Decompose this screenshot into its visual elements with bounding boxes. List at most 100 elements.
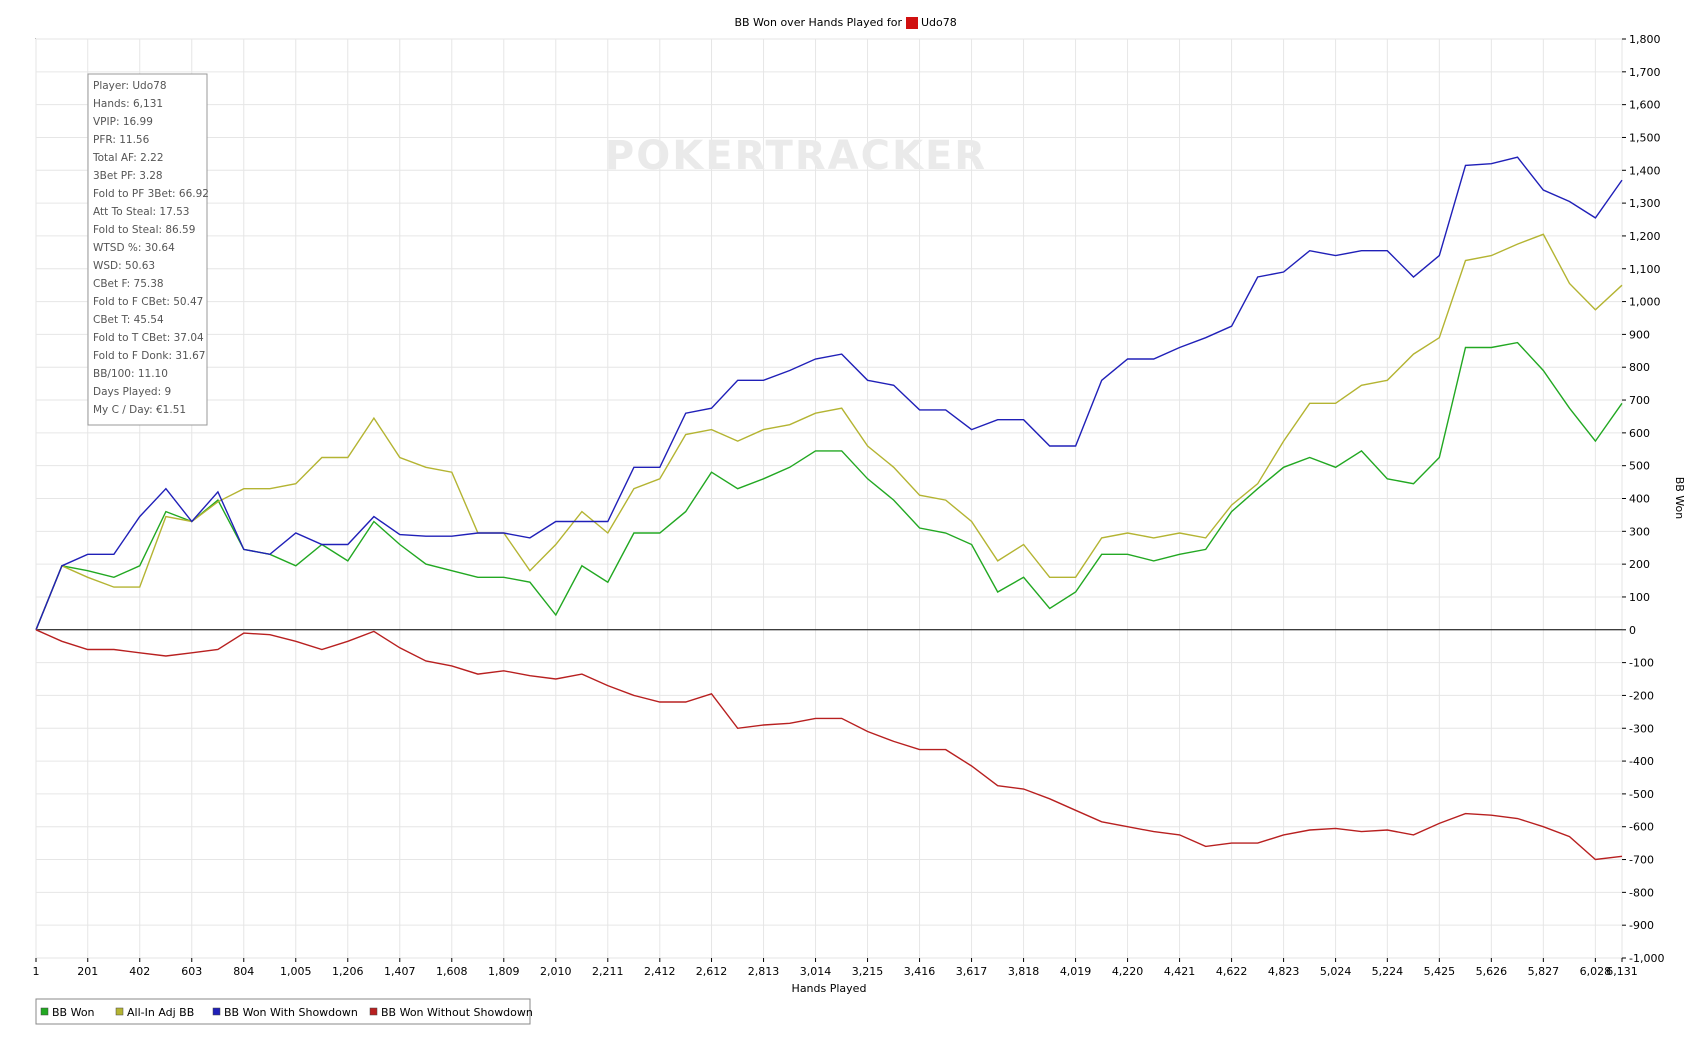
watermark: POKERTRACKER bbox=[605, 133, 987, 179]
y-tick-label: 1,600 bbox=[1629, 99, 1661, 112]
y-tick-label: 1,800 bbox=[1629, 33, 1661, 46]
x-tick-label: 4,220 bbox=[1112, 965, 1144, 978]
x-tick-label: 3,617 bbox=[956, 965, 988, 978]
stats-line: Fold to Steal: 86.59 bbox=[93, 224, 195, 236]
x-tick-label: 2,010 bbox=[540, 965, 572, 978]
x-tick-label: 3,416 bbox=[904, 965, 936, 978]
y-tick-label: -400 bbox=[1629, 755, 1654, 768]
x-tick-label: 1,809 bbox=[488, 965, 520, 978]
y-tick-label: -800 bbox=[1629, 886, 1654, 899]
x-tick-label: 402 bbox=[129, 965, 150, 978]
y-tick-label: -300 bbox=[1629, 722, 1654, 735]
y-tick-label: 1,200 bbox=[1629, 230, 1661, 243]
y-tick-label: 500 bbox=[1629, 460, 1650, 473]
x-tick-label: 603 bbox=[181, 965, 202, 978]
legend-swatch bbox=[212, 1007, 221, 1016]
chart-title: BB Won over Hands Played for bbox=[734, 16, 902, 29]
y-tick-label: -600 bbox=[1629, 821, 1654, 834]
y-tick-label: -200 bbox=[1629, 689, 1654, 702]
y-tick-label: -1,000 bbox=[1629, 952, 1664, 965]
x-tick-label: 6,028 bbox=[1580, 965, 1612, 978]
x-tick-label: 4,622 bbox=[1216, 965, 1248, 978]
stats-line: Fold to F Donk: 31.67 bbox=[93, 350, 205, 362]
legend-label: All-In Adj BB bbox=[127, 1006, 194, 1019]
y-tick-label: 300 bbox=[1629, 525, 1650, 538]
series-line bbox=[35, 629, 1623, 861]
stats-line: 3Bet PF: 3.28 bbox=[93, 170, 163, 182]
x-tick-label: 1,407 bbox=[384, 965, 416, 978]
x-tick-label: 3,014 bbox=[800, 965, 832, 978]
stats-line: WTSD %: 30.64 bbox=[93, 242, 175, 254]
stats-line: Att To Steal: 17.53 bbox=[93, 206, 190, 218]
stats-line: Days Played: 9 bbox=[93, 386, 171, 398]
legend-swatch bbox=[369, 1007, 378, 1016]
y-tick-label: 1,300 bbox=[1629, 197, 1661, 210]
legend-swatch bbox=[115, 1007, 124, 1016]
y-tick-label: 600 bbox=[1629, 427, 1650, 440]
x-tick-label: 4,421 bbox=[1164, 965, 1196, 978]
y-tick-label: -900 bbox=[1629, 919, 1654, 932]
stats-line: Fold to F CBet: 50.47 bbox=[93, 296, 203, 308]
stats-line: CBet F: 75.38 bbox=[93, 278, 164, 290]
x-tick-label: 5,224 bbox=[1372, 965, 1404, 978]
y-tick-label: 400 bbox=[1629, 493, 1650, 506]
x-tick-label: 804 bbox=[233, 965, 254, 978]
x-tick-label: 2,612 bbox=[696, 965, 728, 978]
x-tick-label: 3,215 bbox=[852, 965, 884, 978]
y-tick-label: -500 bbox=[1629, 788, 1654, 801]
x-tick-label: 2,412 bbox=[644, 965, 676, 978]
x-tick-label: 5,626 bbox=[1476, 965, 1508, 978]
series-line bbox=[35, 156, 1623, 631]
y-tick-label: 100 bbox=[1629, 591, 1650, 604]
x-tick-label: 5,024 bbox=[1320, 965, 1352, 978]
y-tick-label: 1,700 bbox=[1629, 66, 1661, 79]
stats-line: VPIP: 16.99 bbox=[93, 116, 153, 128]
legend-label: BB Won bbox=[52, 1006, 95, 1019]
x-tick-label: 1 bbox=[33, 965, 40, 978]
x-tick-label: 2,211 bbox=[592, 965, 624, 978]
x-tick-label: 5,425 bbox=[1424, 965, 1456, 978]
legend-swatch bbox=[40, 1007, 49, 1016]
series-line bbox=[35, 233, 1623, 631]
stats-line: Total AF: 2.22 bbox=[92, 152, 164, 164]
y-tick-label: 1,400 bbox=[1629, 164, 1661, 177]
x-tick-label: 2,813 bbox=[748, 965, 780, 978]
stats-line: Hands: 6,131 bbox=[93, 98, 163, 110]
stats-line: BB/100: 11.10 bbox=[93, 368, 168, 380]
y-tick-label: 0 bbox=[1629, 624, 1636, 637]
y-tick-label: 200 bbox=[1629, 558, 1650, 571]
x-tick-label: 3,818 bbox=[1008, 965, 1040, 978]
legend-label: BB Won Without Showdown bbox=[381, 1006, 533, 1019]
x-tick-label: 201 bbox=[77, 965, 98, 978]
stats-line: Player: Udo78 bbox=[93, 80, 167, 92]
stats-line: Fold to T CBet: 37.04 bbox=[93, 332, 204, 344]
x-tick-label: 1,608 bbox=[436, 965, 468, 978]
stats-line: PFR: 11.56 bbox=[93, 134, 150, 146]
stats-box bbox=[87, 73, 208, 426]
series-line bbox=[35, 341, 1623, 631]
stats-line: WSD: 50.63 bbox=[93, 260, 155, 272]
y-tick-label: 900 bbox=[1629, 328, 1650, 341]
x-tick-label: 6,131 bbox=[1606, 965, 1638, 978]
stats-line: CBet T: 45.54 bbox=[93, 314, 164, 326]
y-tick-label: -100 bbox=[1629, 657, 1654, 670]
x-tick-label: 1,005 bbox=[280, 965, 312, 978]
y-axis-label: BB Won bbox=[1673, 477, 1686, 520]
x-tick-label: 1,206 bbox=[332, 965, 364, 978]
y-tick-label: -700 bbox=[1629, 854, 1654, 867]
x-axis-label: Hands Played bbox=[792, 982, 867, 995]
y-tick-label: 1,100 bbox=[1629, 263, 1661, 276]
legend-label: BB Won With Showdown bbox=[224, 1006, 358, 1019]
x-tick-label: 4,823 bbox=[1268, 965, 1300, 978]
y-tick-label: 700 bbox=[1629, 394, 1650, 407]
y-tick-label: 1,000 bbox=[1629, 296, 1661, 309]
x-tick-label: 4,019 bbox=[1060, 965, 1092, 978]
player-name: Udo78 bbox=[921, 16, 957, 29]
stats-line: My C / Day: €1.51 bbox=[93, 404, 186, 416]
y-tick-label: 1,500 bbox=[1629, 131, 1661, 144]
x-tick-label: 5,827 bbox=[1528, 965, 1560, 978]
stats-line: Fold to PF 3Bet: 66.92 bbox=[93, 188, 209, 200]
player-icon bbox=[906, 17, 918, 29]
y-tick-label: 800 bbox=[1629, 361, 1650, 374]
